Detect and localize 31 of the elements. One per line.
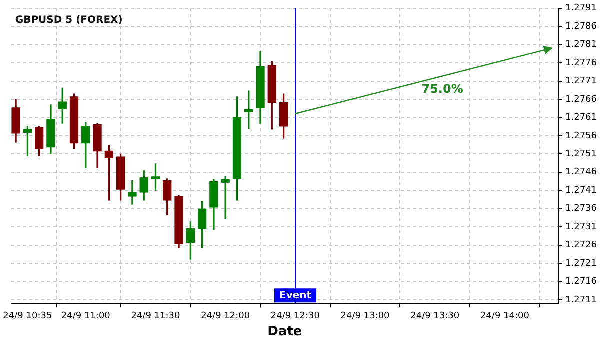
candlestick (221, 176, 230, 220)
x-tick-label: 24/9 10:35 (3, 311, 52, 322)
text: GBPUSD 5 (FOREX) (15, 14, 123, 26)
annotation: 75.0% (422, 82, 464, 96)
y-tick-label: 1.2721 (566, 258, 598, 269)
x-axis-title: Date (268, 324, 302, 340)
y-tick-label: 1.2751 (566, 150, 598, 160)
y-tick-label: 1.2731 (566, 222, 598, 232)
y-tick-label: 1.2756 (566, 131, 598, 142)
y-tick-label: 1.2791 (566, 4, 598, 14)
x-tick-label: 24/9 13:00 (340, 311, 390, 322)
y-tick-label: 1.2726 (566, 240, 598, 251)
y-tick-label: 1.2771 (566, 76, 598, 87)
y-tick-label: 1.2761 (566, 113, 598, 124)
y-tick-label: 1.2736 (566, 204, 598, 214)
y-tick-label: 1.2781 (566, 40, 598, 50)
ref-line-label: Event (279, 290, 312, 302)
x-tick-label: 24/9 12:30 (270, 311, 320, 322)
x-tick-label: 24/9 11:00 (61, 311, 111, 322)
x-tick-label: 24/9 13:30 (410, 311, 460, 322)
y-tick-label: 1.2776 (566, 58, 598, 68)
candlestick (128, 180, 137, 205)
y-tick-label: 1.2741 (566, 186, 598, 196)
x-tick-label: 24/9 12:00 (201, 311, 250, 322)
y-tick-label: 1.2711 (566, 295, 598, 306)
y-tick-label: 1.2786 (566, 22, 598, 32)
x-tick-label: 24/9 11:30 (131, 311, 181, 322)
y-tick-label: 1.2766 (566, 94, 598, 105)
x-tick-label: 24/9 14:00 (480, 311, 530, 322)
y-tick-label: 1.2716 (566, 277, 598, 288)
y-tick-label: 1.2746 (566, 168, 598, 178)
